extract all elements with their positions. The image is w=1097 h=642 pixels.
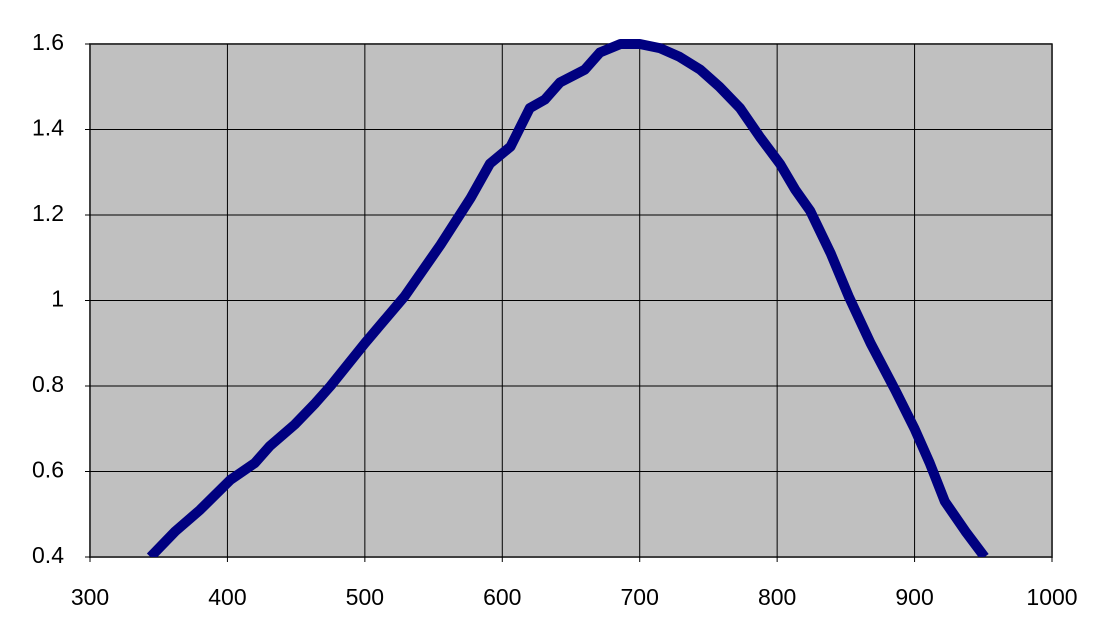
y-tick-label: 1 bbox=[51, 286, 64, 312]
y-tick-label: 1.4 bbox=[32, 115, 64, 141]
x-tick-label: 800 bbox=[758, 584, 796, 610]
x-tick-label: 900 bbox=[895, 584, 933, 610]
y-tick-label: 1.2 bbox=[32, 200, 64, 226]
data-line bbox=[146, 39, 989, 557]
x-tick-label: 300 bbox=[71, 584, 109, 610]
x-tick-label: 400 bbox=[208, 584, 246, 610]
x-tick-label: 700 bbox=[621, 584, 659, 610]
y-tick-label: 0.4 bbox=[32, 542, 64, 568]
y-tick-label: 1.6 bbox=[32, 29, 64, 55]
x-tick-label: 1000 bbox=[1026, 584, 1077, 610]
y-tick-label: 0.8 bbox=[32, 371, 64, 397]
x-tick-label: 600 bbox=[483, 584, 521, 610]
x-tick-label: 500 bbox=[346, 584, 384, 610]
y-tick-label: 0.6 bbox=[32, 457, 64, 483]
